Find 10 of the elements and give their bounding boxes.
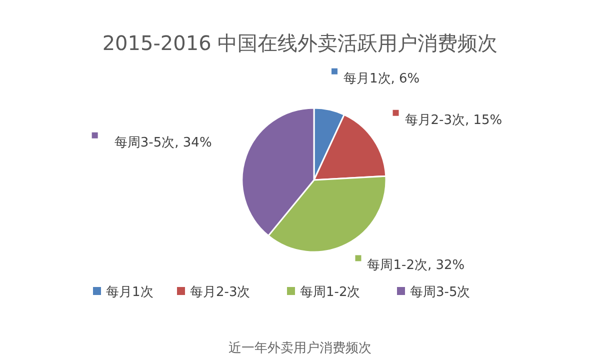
data-label: 每周3-5次, 34% bbox=[114, 135, 212, 150]
legend-label: 每月1次 bbox=[106, 285, 154, 300]
legend-label: 每月2-3次 bbox=[190, 285, 250, 300]
data-label: 每周1-2次, 32% bbox=[367, 258, 465, 274]
legend-label: 每周1-2次 bbox=[300, 285, 360, 300]
text: 近一年外卖用户消费频次 bbox=[228, 341, 372, 356]
data-label: 每月2-3次, 15% bbox=[404, 112, 502, 128]
chart-title: 2015-2016 中国在线外卖活跃用户消费频次 bbox=[102, 31, 498, 55]
legend-label: 每周3-5次 bbox=[410, 285, 470, 300]
data-label: 每月1次, 6% bbox=[343, 71, 420, 86]
